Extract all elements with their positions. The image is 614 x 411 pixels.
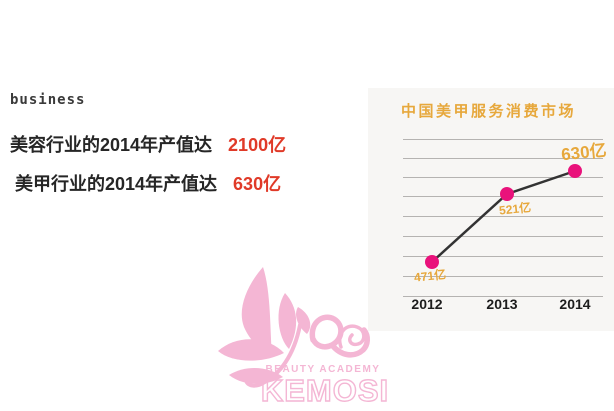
data-point-2012	[425, 255, 439, 269]
gridline	[403, 216, 603, 217]
point-label-2013: 521亿	[498, 200, 532, 218]
stat-value: 630亿	[233, 174, 282, 194]
logo-spiral	[338, 324, 366, 349]
gridline	[403, 276, 603, 277]
gridline	[403, 139, 603, 140]
point-label-2012: 471亿	[413, 267, 447, 285]
kemosi-watermark-logo: BEAUTY ACADEMY KEMOSI	[218, 267, 389, 409]
data-point-2014	[568, 164, 582, 178]
data-point-2013	[500, 187, 514, 201]
stat-line-beauty-industry: 美容行业的2014年产值达 2100亿	[10, 131, 286, 157]
logo-petal-right	[296, 307, 311, 334]
intro-heading: business	[10, 92, 86, 108]
logo-petal-tall	[241, 267, 272, 356]
stat-line-nail-industry: 美甲行业的2014年产值达 630亿	[15, 170, 281, 196]
watermark-brand: KEMOSI	[261, 373, 389, 408]
gridline	[403, 158, 603, 159]
point-label-2014: 630亿	[560, 140, 608, 165]
gridline	[403, 177, 603, 178]
gridline	[403, 256, 603, 257]
watermark-tagline: BEAUTY ACADEMY	[266, 364, 381, 375]
nail-market-chart: 中国美甲服务消费市场 471亿 521亿 630亿 2012 2013 2014	[368, 88, 614, 331]
logo-petal-inner	[278, 293, 297, 349]
logo-petal-left	[218, 339, 284, 361]
x-axis-label-2013: 2013	[486, 296, 518, 312]
stat-text: 美甲行业的2014年产值达	[15, 174, 218, 194]
x-axis-label-2012: 2012	[411, 296, 443, 312]
stat-value: 2100亿	[228, 135, 287, 155]
chart-title: 中国美甲服务消费市场	[401, 103, 577, 120]
logo-stem-curl	[244, 323, 302, 388]
x-axis-label-2014: 2014	[559, 296, 591, 312]
gridline	[403, 236, 603, 237]
gridline	[403, 296, 603, 297]
stat-text: 美容行业的2014年产值达	[10, 135, 213, 155]
line-series	[425, 164, 582, 269]
